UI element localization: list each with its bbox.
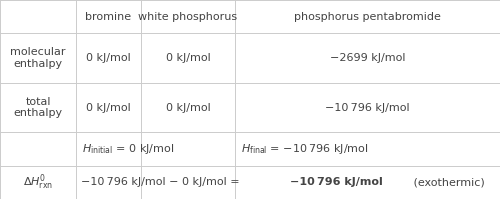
Text: −10 796 kJ/mol: −10 796 kJ/mol xyxy=(290,177,383,187)
Text: total
enthalpy: total enthalpy xyxy=(14,97,62,118)
Text: $H_{\mathrm{final}}$ = −10 796 kJ/mol: $H_{\mathrm{final}}$ = −10 796 kJ/mol xyxy=(241,142,368,156)
Text: $\Delta H^0_{\mathrm{rxn}}$: $\Delta H^0_{\mathrm{rxn}}$ xyxy=(23,173,53,192)
Text: 0 kJ/mol: 0 kJ/mol xyxy=(166,53,210,63)
Text: −10 796 kJ/mol − 0 kJ/mol =: −10 796 kJ/mol − 0 kJ/mol = xyxy=(81,177,243,187)
Text: $H_{\mathrm{initial}}$ = 0 kJ/mol: $H_{\mathrm{initial}}$ = 0 kJ/mol xyxy=(82,142,174,156)
Text: (exothermic): (exothermic) xyxy=(410,177,484,187)
Text: phosphorus pentabromide: phosphorus pentabromide xyxy=(294,12,441,22)
Text: −10 796 kJ/mol: −10 796 kJ/mol xyxy=(325,102,410,113)
Text: 0 kJ/mol: 0 kJ/mol xyxy=(166,102,210,113)
Text: −2699 kJ/mol: −2699 kJ/mol xyxy=(330,53,405,63)
Text: 0 kJ/mol: 0 kJ/mol xyxy=(86,102,131,113)
Text: 0 kJ/mol: 0 kJ/mol xyxy=(86,53,131,63)
Text: molecular
enthalpy: molecular enthalpy xyxy=(10,47,66,69)
Text: white phosphorus: white phosphorus xyxy=(138,12,237,22)
Text: bromine: bromine xyxy=(86,12,132,22)
